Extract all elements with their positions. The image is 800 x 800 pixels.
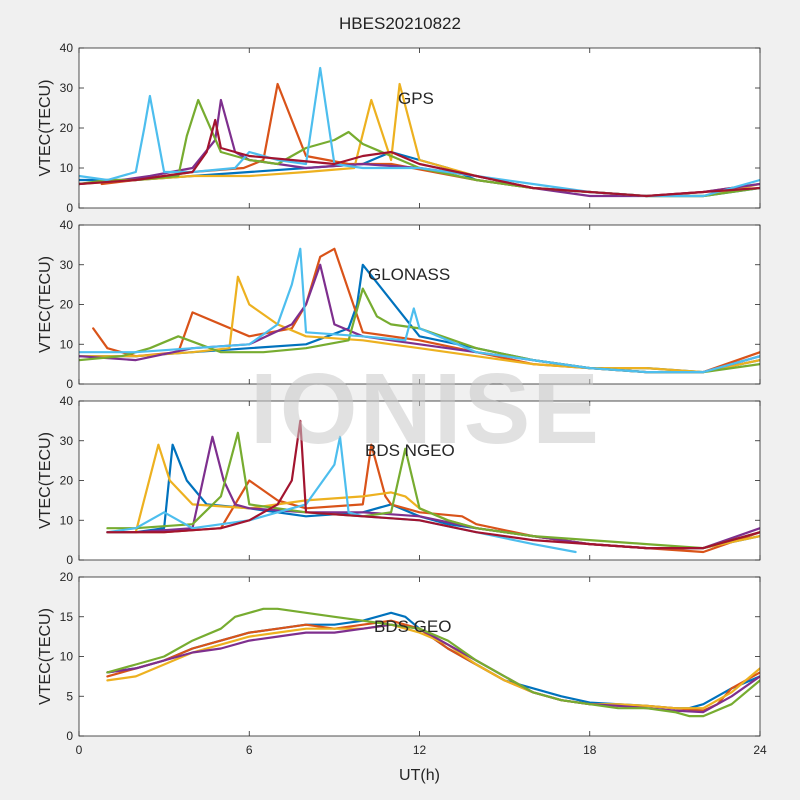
x-tick-label: 18 xyxy=(583,743,597,757)
series-line xyxy=(106,607,760,718)
panel-label: BDS NGEO xyxy=(365,441,455,460)
y-tick-label: 5 xyxy=(66,689,73,703)
y-axis-label: VTEC(TECU) xyxy=(37,80,54,177)
series-line xyxy=(106,623,760,710)
series-line xyxy=(79,247,760,374)
series-line xyxy=(79,275,760,374)
y-tick-label: 40 xyxy=(60,41,74,55)
panel-label: GPS xyxy=(398,89,434,108)
x-tick-label: 6 xyxy=(246,743,253,757)
y-tick-label: 20 xyxy=(60,474,74,488)
x-axis-label: UT(h) xyxy=(399,767,440,784)
y-tick-label: 0 xyxy=(66,201,73,215)
plot-area xyxy=(79,401,760,560)
y-axis-label: VTEC(TECU) xyxy=(37,432,54,529)
series-line xyxy=(79,98,760,198)
y-tick-label: 30 xyxy=(60,258,74,272)
y-tick-label: 20 xyxy=(60,570,74,584)
y-tick-label: 0 xyxy=(66,377,73,391)
series-line xyxy=(106,419,760,550)
series-group xyxy=(79,66,760,198)
figure-title: HBES20210822 xyxy=(339,14,461,33)
y-tick-label: 0 xyxy=(66,729,73,743)
y-tick-label: 10 xyxy=(60,161,74,175)
y-tick-label: 0 xyxy=(66,553,73,567)
plot-area xyxy=(79,577,760,736)
plot-area xyxy=(79,225,760,384)
y-tick-label: 10 xyxy=(60,513,74,527)
y-tick-label: 15 xyxy=(60,610,74,624)
series-line xyxy=(106,431,760,550)
panel-label: BDS GEO xyxy=(374,617,451,636)
x-tick-label: 24 xyxy=(753,743,767,757)
series-group xyxy=(106,419,760,554)
series-group xyxy=(79,247,760,374)
y-tick-label: 30 xyxy=(60,434,74,448)
y-tick-label: 40 xyxy=(60,218,74,232)
y-tick-label: 20 xyxy=(60,121,74,135)
plot-area xyxy=(79,48,760,208)
panel-1: 0 10 20 30 40 VTEC(TECU) GPS xyxy=(37,41,761,215)
series-line xyxy=(79,66,760,198)
y-axis-label: VTEC(TECU) xyxy=(37,608,54,705)
panel-2: 0 10 20 30 40 VTEC(TECU) GLONASS xyxy=(37,218,761,391)
x-tick-label: 12 xyxy=(413,743,427,757)
panel-label: GLONASS xyxy=(368,265,450,284)
panel-3: 0 10 20 30 40 VTEC(TECU) BDS NGEO xyxy=(37,394,761,567)
series-line xyxy=(79,118,760,198)
y-tick-label: 30 xyxy=(60,81,74,95)
series-group xyxy=(106,607,760,718)
x-tick-label: 0 xyxy=(76,743,83,757)
y-tick-label: 20 xyxy=(60,298,74,312)
panel-4: 0 5 10 15 20 0 6 12 18 24 VTEC(TECU) BDS GEO xyxy=(37,570,767,757)
y-axis-label: VTEC(TECU) xyxy=(37,256,54,353)
y-tick-label: 40 xyxy=(60,394,74,408)
y-tick-label: 10 xyxy=(60,337,74,351)
y-tick-label: 10 xyxy=(60,650,74,664)
